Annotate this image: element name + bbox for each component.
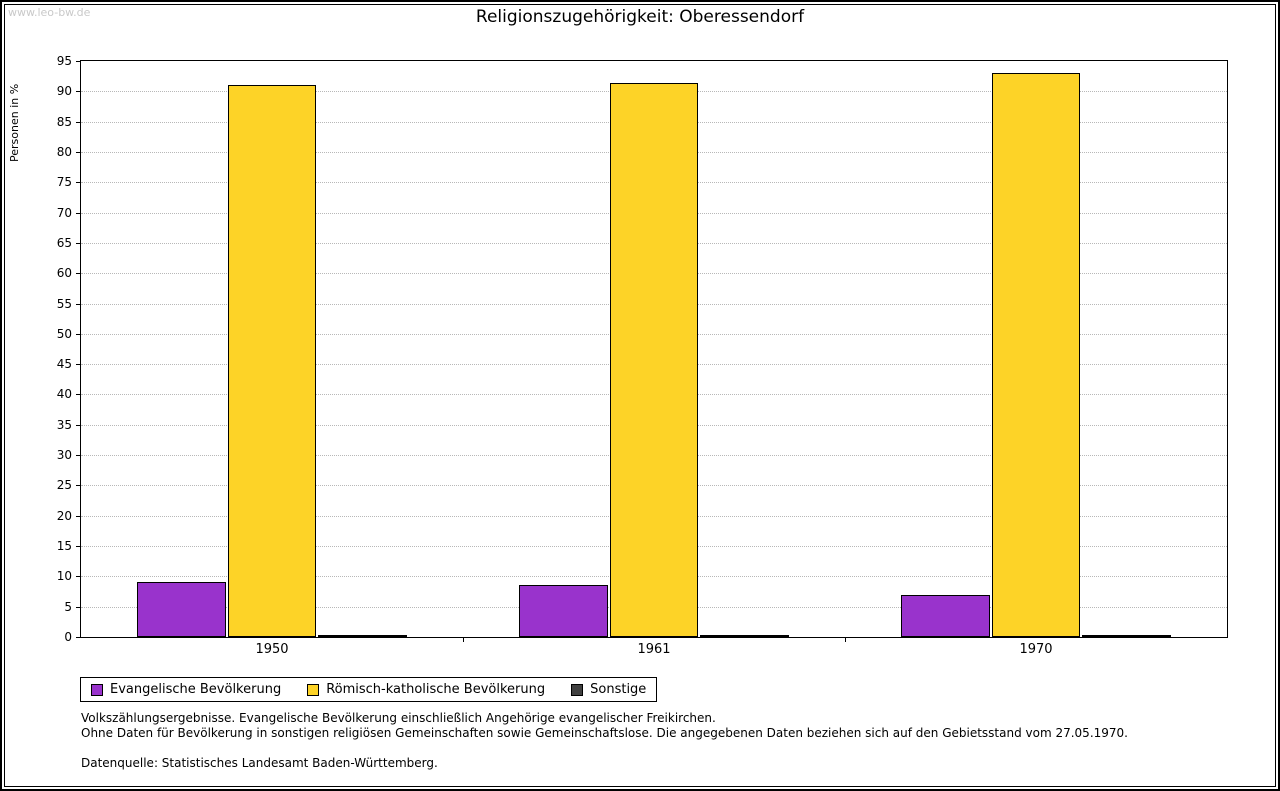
y-axis-tick-label: 95: [56, 54, 72, 68]
y-axis-tick: [76, 546, 81, 548]
y-axis-tick: [76, 515, 81, 517]
bar-1970-series-2: [1082, 635, 1171, 637]
y-axis-tick-label: 75: [56, 175, 72, 190]
y-axis-title: Personen in %: [8, 83, 21, 162]
legend: Evangelische Bevölkerung Römisch-katholis…: [80, 677, 658, 702]
y-axis-tick: [76, 212, 81, 214]
y-axis-tick: [76, 576, 81, 578]
bar-1970-series-0: [901, 594, 990, 637]
y-axis-tick-label: 55: [56, 296, 72, 311]
bar-1961-series-2: [700, 635, 789, 637]
legend-label-0: Evangelische Bevölkerung: [110, 682, 282, 697]
y-axis-tick-label: 20: [56, 508, 72, 523]
x-axis-label: 1950: [255, 642, 289, 657]
bar-1950-series-0: [137, 582, 226, 637]
legend-item-1: Römisch-katholische Bevölkerung: [307, 682, 545, 697]
y-axis-tick: [76, 485, 81, 487]
y-axis-tick: [76, 151, 81, 153]
y-axis-tick: [76, 61, 81, 62]
x-axis-label: 1970: [1019, 642, 1053, 657]
y-axis-tick-label: 80: [56, 144, 72, 159]
y-axis-tick: [76, 455, 81, 457]
y-axis-tick-label: 30: [56, 448, 72, 463]
legend-swatch-1: [307, 683, 320, 696]
y-axis-tick: [76, 121, 81, 123]
bar-1970-series-1: [991, 73, 1081, 637]
y-axis-tick: [76, 606, 81, 608]
y-axis-tick: [76, 242, 81, 244]
legend-label-1: Römisch-katholische Bevölkerung: [326, 682, 546, 697]
y-axis-tick: [76, 637, 81, 638]
legend-swatch-2: [571, 683, 584, 696]
x-axis-tick: [845, 637, 846, 642]
footnote-line-1: Volkszählungsergebnisse. Evangelische Be…: [81, 711, 716, 725]
bar-1950-series-2: [318, 635, 407, 637]
bar-1950-series-1: [227, 85, 317, 637]
y-axis-tick: [76, 333, 81, 335]
legend-label-2: Sonstige: [590, 682, 647, 697]
y-axis-tick: [76, 394, 81, 396]
y-axis-tick-label: 50: [56, 326, 72, 341]
plot-area: 0 5 10 15 20 25 30 35 40 45 50 55 60 65 70 75 80 85 90 95 19…: [57, 54, 1228, 657]
y-axis-tick-label: 25: [56, 478, 72, 493]
y-axis-tick: [76, 91, 81, 93]
chart-title: Religionszugehörigkeit: Oberessendorf: [475, 7, 805, 27]
y-axis-tick-label: 90: [56, 84, 72, 99]
y-axis-tick: [76, 182, 81, 184]
y-axis-tick-label: 0: [64, 630, 72, 644]
x-axis-label: 1961: [637, 642, 671, 657]
y-axis-tick: [76, 273, 81, 275]
bar-1961-series-1: [609, 82, 699, 637]
y-axis-tick-label: 85: [56, 114, 72, 129]
footnotes: Volkszählungsergebnisse. Evangelische Be…: [81, 711, 1255, 771]
legend-item-0: Evangelische Bevölkerung: [91, 682, 281, 697]
footnote-line-2: Ohne Daten für Bevölkerung in sonstigen …: [81, 726, 1128, 740]
legend-item-2: Sonstige: [571, 682, 646, 697]
y-axis-tick-label: 15: [56, 539, 72, 554]
y-axis-tick-label: 60: [56, 266, 72, 281]
x-axis-tick: [463, 637, 464, 642]
y-axis-tick-label: 45: [56, 357, 72, 372]
y-axis-tick: [76, 364, 81, 366]
y-axis-tick-label: 35: [56, 417, 72, 432]
y-axis-tick-label: 10: [56, 569, 72, 584]
y-axis-tick-label: 5: [64, 599, 72, 614]
watermark: www.leo-bw.de: [8, 6, 91, 19]
legend-swatch-0: [91, 683, 103, 696]
y-axis-tick-label: 70: [56, 205, 72, 220]
chart-frame: www.leo-bw.de Religionszugehörigkeit: Ob…: [4, 4, 1276, 787]
y-axis-tick: [76, 303, 81, 305]
bar-1961-series-0: [519, 585, 608, 637]
y-axis-tick-label: 40: [56, 387, 72, 402]
y-axis-tick-label: 65: [56, 235, 72, 250]
y-axis-tick: [76, 424, 81, 426]
footnote-source: Datenquelle: Statistisches Landesamt Bad…: [81, 756, 438, 770]
